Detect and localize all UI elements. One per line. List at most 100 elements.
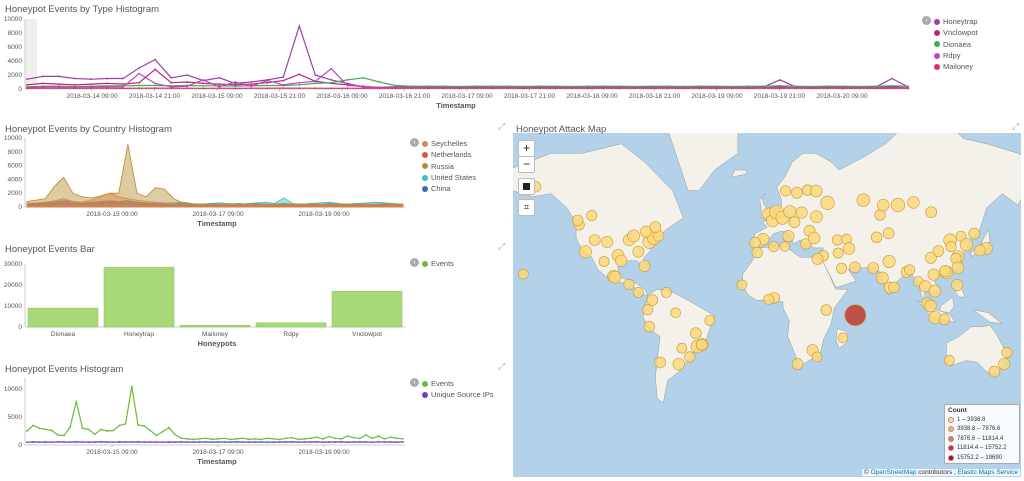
data-point (334, 441, 337, 443)
legend-item[interactable]: Honeytrap (934, 16, 978, 27)
data-point (56, 434, 59, 436)
legend-item[interactable]: Events (422, 258, 454, 269)
data-point (346, 84, 349, 87)
attack-point (973, 244, 986, 257)
data-point (50, 441, 53, 444)
data-point (426, 85, 429, 88)
data-point (122, 77, 125, 80)
data-point (358, 440, 361, 443)
attack-point (882, 255, 896, 269)
attack-point (832, 247, 844, 259)
x-tick-label: 2018-03-17 09:00 (441, 93, 493, 100)
data-point (63, 441, 65, 443)
data-point (698, 87, 701, 90)
attack-point (924, 251, 937, 264)
osm-link[interactable]: OpenStreetMap (870, 469, 917, 476)
attack-point (810, 210, 823, 223)
data-point (106, 77, 108, 80)
legend-item[interactable]: Unique Source IPs (422, 389, 494, 400)
data-point (250, 81, 253, 83)
data-point (26, 87, 28, 90)
legend-toggle-icon[interactable]: › (410, 138, 419, 147)
data-point (778, 87, 781, 90)
draw-rectangle-button[interactable] (518, 178, 535, 195)
data-point (69, 441, 72, 443)
attack-point (888, 281, 900, 294)
data-point (106, 430, 109, 432)
data-point (378, 87, 381, 90)
data-point (666, 87, 669, 90)
data-point (137, 441, 139, 443)
x-tick-label: Honeytrap (124, 331, 154, 338)
data-point (282, 76, 285, 78)
attack-point (938, 313, 950, 325)
attack-point (690, 327, 702, 339)
data-point (81, 441, 84, 443)
data-point (186, 441, 189, 443)
attack-point (959, 238, 974, 252)
data-point (137, 424, 139, 426)
legend-label: Events (431, 259, 454, 269)
data-point (38, 427, 41, 430)
data-point (634, 87, 637, 90)
data-point (192, 441, 195, 443)
expand-icon[interactable]: ⤢ (498, 361, 506, 371)
data-point (223, 441, 226, 443)
world-map[interactable] (513, 133, 1021, 477)
legend-item[interactable]: Netherlands (422, 149, 476, 160)
legend-item[interactable]: United States (422, 172, 476, 183)
legend-item[interactable]: Events (422, 378, 494, 389)
data-point (378, 81, 381, 83)
data-point (272, 441, 275, 443)
attack-point (876, 271, 889, 285)
data-point (303, 437, 306, 440)
map-legend: Count 1 – 3938.8 3938.8 – 7876.6 7876.6 – … (944, 404, 1020, 464)
legend-item[interactable]: Russia (422, 161, 476, 172)
zoom-in-button[interactable]: + (518, 140, 535, 157)
data-point (241, 441, 244, 443)
x-tick-label: 2018-03-16 09:00 (316, 93, 368, 100)
data-point (278, 438, 281, 441)
y-tick-label: 10000 (4, 303, 22, 310)
data-point (106, 86, 108, 88)
data-point (154, 82, 157, 85)
x-tick-label: 2018-03-14 21:00 (129, 93, 181, 100)
attack-point (646, 294, 659, 306)
x-tick-label: 2018-03-18 21:00 (629, 93, 681, 100)
attack-point (809, 184, 823, 198)
attack-point (751, 246, 763, 259)
ems-link[interactable]: Elastic Maps Service (957, 469, 1018, 476)
legend-item[interactable]: Dionaea (934, 39, 978, 50)
expand-icon[interactable]: ⤢ (498, 241, 506, 251)
data-point (309, 441, 312, 443)
legend-item[interactable]: Seychelles (422, 138, 476, 149)
data-point (138, 81, 141, 84)
legend-toggle-icon[interactable]: › (410, 378, 419, 387)
attribution-copyright: © (863, 469, 869, 476)
series-line (26, 386, 404, 441)
selection-band (25, 19, 37, 89)
zoom-out-button[interactable]: − (518, 156, 535, 173)
fit-bounds-button[interactable]: ⌗ (518, 199, 535, 216)
data-point (218, 76, 221, 79)
legend-item[interactable]: Rdpy (934, 50, 978, 61)
legend-toggle-icon[interactable]: › (410, 258, 419, 267)
legend-toggle-icon[interactable]: › (922, 16, 931, 25)
y-tick-label: 10000 (4, 16, 22, 23)
data-point (218, 87, 221, 90)
legend-item[interactable]: Mailoney (934, 61, 978, 72)
expand-icon[interactable]: ⤢ (1012, 121, 1020, 131)
attack-point (870, 231, 883, 244)
legend-item[interactable]: China (422, 183, 476, 194)
expand-icon[interactable]: ⤢ (498, 121, 506, 131)
data-point (154, 87, 157, 89)
series-line (26, 67, 908, 89)
attack-point (831, 234, 843, 246)
x-tick-label: Dionaea (51, 331, 76, 338)
attack-map[interactable] (513, 133, 1021, 477)
data-point (891, 77, 893, 80)
data-point (298, 73, 301, 76)
legend-item[interactable]: Vnclowpot (934, 27, 978, 38)
attack-point (782, 230, 795, 243)
y-tick-label: 2000 (8, 72, 23, 79)
